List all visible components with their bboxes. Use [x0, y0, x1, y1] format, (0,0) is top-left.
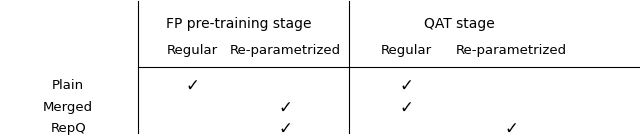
Text: Re-parametrized: Re-parametrized	[229, 44, 340, 57]
Text: ✓: ✓	[278, 120, 292, 138]
Text: ✓: ✓	[399, 77, 413, 95]
Text: ✓: ✓	[278, 99, 292, 117]
Text: FP pre-training stage: FP pre-training stage	[166, 17, 311, 31]
Text: ✓: ✓	[399, 99, 413, 117]
Text: Re-parametrized: Re-parametrized	[456, 44, 567, 57]
Text: ✓: ✓	[504, 120, 518, 138]
Text: Regular: Regular	[167, 44, 218, 57]
Text: Plain: Plain	[52, 79, 84, 92]
Text: QAT stage: QAT stage	[424, 17, 494, 31]
Text: Regular: Regular	[380, 44, 431, 57]
Text: ✓: ✓	[186, 77, 200, 95]
Text: Merged: Merged	[44, 101, 93, 114]
Text: RepQ: RepQ	[51, 122, 86, 135]
